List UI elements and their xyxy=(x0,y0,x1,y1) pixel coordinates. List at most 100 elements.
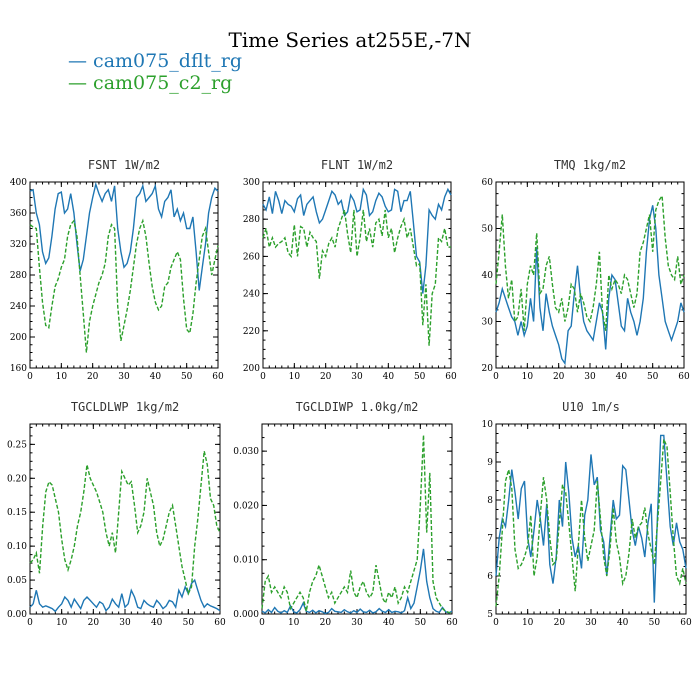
x-tick-label: 20 xyxy=(553,372,565,382)
y-tick-label: 5 xyxy=(487,610,493,620)
x-tick-label: 60 xyxy=(445,372,457,382)
x-tick-label: 50 xyxy=(414,372,426,382)
panel-5: U10 1m/s 0 10 20 30 40 50 60 5 6 7 8 9 10 xyxy=(482,400,692,628)
y-tick-label: 50 xyxy=(482,225,494,235)
x-tick-label: 50 xyxy=(649,618,661,628)
y-tick-label: 40 xyxy=(482,271,494,281)
y-tick-label: 30 xyxy=(482,318,494,328)
series-line-c2 xyxy=(29,450,221,596)
panel-title: U10 1m/s xyxy=(562,400,620,414)
y-tick-label: 0.20 xyxy=(7,474,27,484)
y-tick-label: 0.020 xyxy=(233,501,259,511)
y-tick-label: 60 xyxy=(482,178,494,188)
y-tick-label: 0.05 xyxy=(7,576,27,586)
x-tick-label: 50 xyxy=(647,372,659,382)
y-tick-label: 280 xyxy=(243,215,260,225)
x-tick-label: 40 xyxy=(383,618,395,628)
series-line-c2 xyxy=(495,193,685,331)
x-tick-label: 40 xyxy=(617,618,629,628)
y-tick-label: 0.10 xyxy=(7,542,27,552)
series-line-c2 xyxy=(495,438,687,607)
y-tick-label: 9 xyxy=(487,458,493,468)
x-tick-label: 0 xyxy=(27,618,33,628)
x-tick-label: 30 xyxy=(351,618,363,628)
x-tick-label: 40 xyxy=(383,372,395,382)
x-tick-label: 30 xyxy=(585,618,597,628)
series-line-c2 xyxy=(262,209,451,346)
legend-entry-dflt: — cam075_dflt_rg xyxy=(68,50,243,72)
y-tick-label: 0.010 xyxy=(233,556,259,566)
x-tick-label: 60 xyxy=(446,618,458,628)
x-tick-label: 50 xyxy=(415,618,427,628)
series-line-dflt xyxy=(495,434,687,603)
x-tick-label: 20 xyxy=(87,372,99,382)
series-line-dflt xyxy=(261,548,453,615)
x-tick-label: 60 xyxy=(680,618,692,628)
x-tick-label: 0 xyxy=(260,372,266,382)
panel-3: TGCLDLWP 1kg/m2 0 10 20 30 40 50 60 0.00 0.05 0.10… xyxy=(7,400,226,628)
legend-label-dflt: cam075_dflt_rg xyxy=(93,50,243,72)
y-tick-label: 8 xyxy=(487,496,493,506)
plot-frame xyxy=(29,181,219,369)
page-title: Time Series at255E,-7N xyxy=(228,28,472,52)
series-line-c2 xyxy=(29,218,219,353)
x-tick-label: 30 xyxy=(584,372,596,382)
panel-title: TGCLDLWP 1kg/m2 xyxy=(71,400,179,414)
series-line-dflt xyxy=(262,187,452,294)
series-line-dflt xyxy=(495,205,685,366)
panel-4: TGCLDIWP 1.0kg/m2 0 10 20 30 40 50 60 0.000 0.010… xyxy=(233,400,458,628)
x-tick-label: 60 xyxy=(678,372,690,382)
x-tick-label: 60 xyxy=(214,618,226,628)
y-tick-label: 300 xyxy=(243,178,260,188)
panel-2: TMQ 1kg/m2 0 10 20 30 40 50 60 20 30 40 50 60 xyxy=(482,158,690,382)
y-tick-label: 200 xyxy=(10,333,27,343)
x-tick-label: 0 xyxy=(27,372,33,382)
y-tick-label: 240 xyxy=(243,290,260,300)
legend-entry-c2: — cam075_c2_rg xyxy=(68,72,233,94)
x-tick-label: 10 xyxy=(288,618,300,628)
panel-title: TGCLDIWP 1.0kg/m2 xyxy=(296,400,419,414)
panel-title: FLNT 1W/m2 xyxy=(321,158,393,172)
x-tick-label: 60 xyxy=(212,372,224,382)
y-tick-label: 0.030 xyxy=(233,447,259,457)
x-tick-label: 10 xyxy=(289,372,301,382)
x-tick-label: 0 xyxy=(493,372,499,382)
x-tick-label: 20 xyxy=(88,618,100,628)
series-line-dflt xyxy=(29,181,219,291)
y-tick-label: 0.25 xyxy=(7,440,27,450)
y-tick-label: 400 xyxy=(10,178,27,188)
x-tick-label: 30 xyxy=(119,618,131,628)
x-tick-label: 50 xyxy=(183,618,195,628)
panel-title: FSNT 1W/m2 xyxy=(88,158,160,172)
y-tick-label: 240 xyxy=(10,302,27,312)
x-tick-label: 20 xyxy=(320,372,332,382)
x-tick-label: 40 xyxy=(151,618,163,628)
y-tick-label: 200 xyxy=(243,364,260,374)
y-tick-label: 0.00 xyxy=(7,610,27,620)
x-tick-label: 30 xyxy=(351,372,363,382)
plot-frame xyxy=(261,423,453,615)
y-tick-label: 260 xyxy=(243,252,260,262)
x-tick-label: 10 xyxy=(56,372,68,382)
y-tick-label: 0.15 xyxy=(7,508,27,518)
x-tick-label: 30 xyxy=(118,372,130,382)
y-tick-label: 220 xyxy=(243,327,260,337)
y-tick-label: 0.000 xyxy=(233,610,259,620)
x-tick-label: 0 xyxy=(259,618,265,628)
x-tick-label: 20 xyxy=(554,618,566,628)
panel-0: FSNT 1W/m2 0 10 20 30 40 50 60 160 200 240 280 320 36… xyxy=(10,158,224,382)
y-tick-label: 7 xyxy=(487,534,493,544)
y-tick-label: 320 xyxy=(10,240,27,250)
x-tick-label: 20 xyxy=(320,618,332,628)
y-tick-label: 6 xyxy=(487,572,493,582)
x-tick-label: 40 xyxy=(150,372,162,382)
y-tick-label: 160 xyxy=(10,364,27,374)
x-tick-label: 10 xyxy=(56,618,68,628)
series-line-c2 xyxy=(261,434,453,614)
panel-1: FLNT 1W/m2 0 10 20 30 40 50 60 200 220 240 260 280 30… xyxy=(243,158,457,382)
x-tick-label: 10 xyxy=(522,372,534,382)
y-tick-label: 280 xyxy=(10,271,27,281)
y-tick-label: 360 xyxy=(10,209,27,219)
